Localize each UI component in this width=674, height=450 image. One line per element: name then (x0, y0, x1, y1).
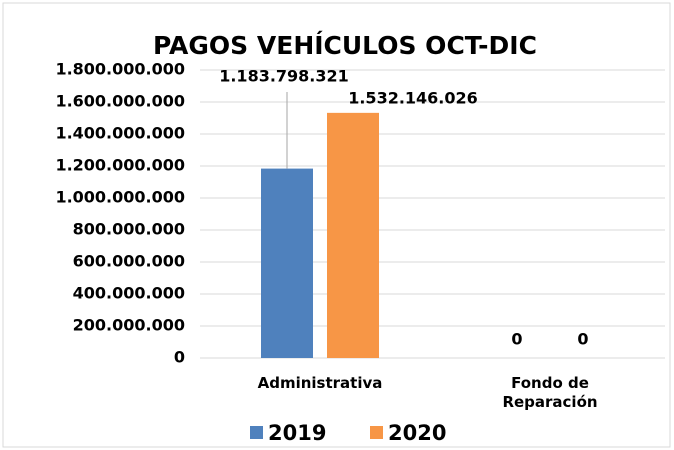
legend-swatch (250, 426, 263, 439)
y-tick-label: 800.000.000 (73, 220, 185, 239)
x-tick-label: Fondo de Reparación (502, 374, 598, 411)
legend-label: 2020 (388, 421, 446, 445)
y-tick-label: 1.200.000.000 (55, 156, 185, 175)
x-tick-label: Administrativa (257, 374, 383, 392)
y-tick-label: 600.000.000 (73, 252, 185, 271)
y-tick-label: 1.400.000.000 (55, 124, 185, 143)
y-tick-label: 200.000.000 (73, 316, 185, 335)
chart-title: PAGOS VEHÍCULOS OCT-DIC (153, 31, 537, 60)
y-tick-label: 1.800.000.000 (55, 60, 185, 79)
y-tick-label: 400.000.000 (73, 284, 185, 303)
y-tick-label: 1.000.000.000 (55, 188, 185, 207)
y-tick-label: 1.600.000.000 (55, 92, 185, 111)
legend-label: 2019 (268, 421, 326, 445)
data-label: 0 (577, 330, 588, 349)
legend-swatch (370, 426, 383, 439)
data-label: 0 (511, 330, 522, 349)
data-label: 1.532.146.026 (348, 88, 478, 107)
bar (261, 168, 313, 358)
data-label: 1.183.798.321 (219, 67, 349, 86)
bar (327, 112, 379, 359)
y-tick-label: 0 (174, 348, 185, 367)
